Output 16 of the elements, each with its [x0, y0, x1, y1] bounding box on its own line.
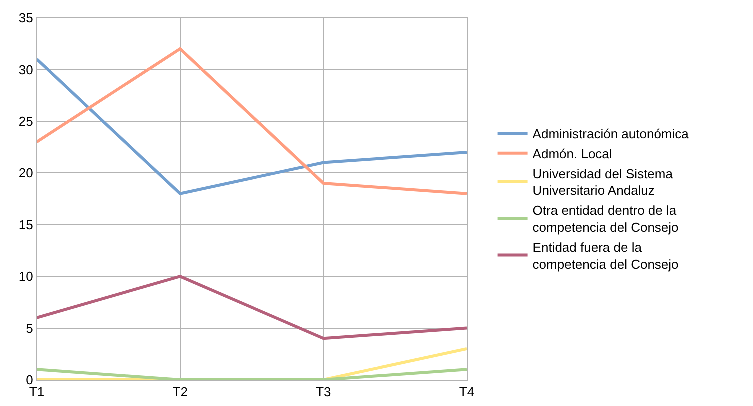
- x-tick-label: T4: [459, 384, 475, 400]
- y-tick-label: 35: [18, 10, 34, 26]
- y-tick-label: 20: [18, 166, 34, 181]
- legend-label: Otra entidad dentro de la competencia del Consejo: [532, 203, 679, 236]
- y-tick-label: 10: [18, 269, 34, 284]
- legend-label: Universidad del Sistema Universitario Andaluz: [532, 166, 674, 198]
- legend-label: Administración autonómica: [532, 126, 690, 142]
- y-tick-label: 15: [18, 217, 34, 232]
- legend-label: Admón. Local: [532, 146, 612, 162]
- legend-label: Entidad fuera de la competencia del Consejo: [532, 240, 679, 272]
- line-series: [37, 275, 467, 340]
- y-tick-label: 25: [18, 114, 34, 129]
- y-tick-label: 30: [18, 62, 34, 78]
- x-tick-label: T3: [316, 384, 332, 400]
- y-tick-label: 5: [26, 320, 34, 336]
- x-tick-label: T2: [172, 384, 188, 400]
